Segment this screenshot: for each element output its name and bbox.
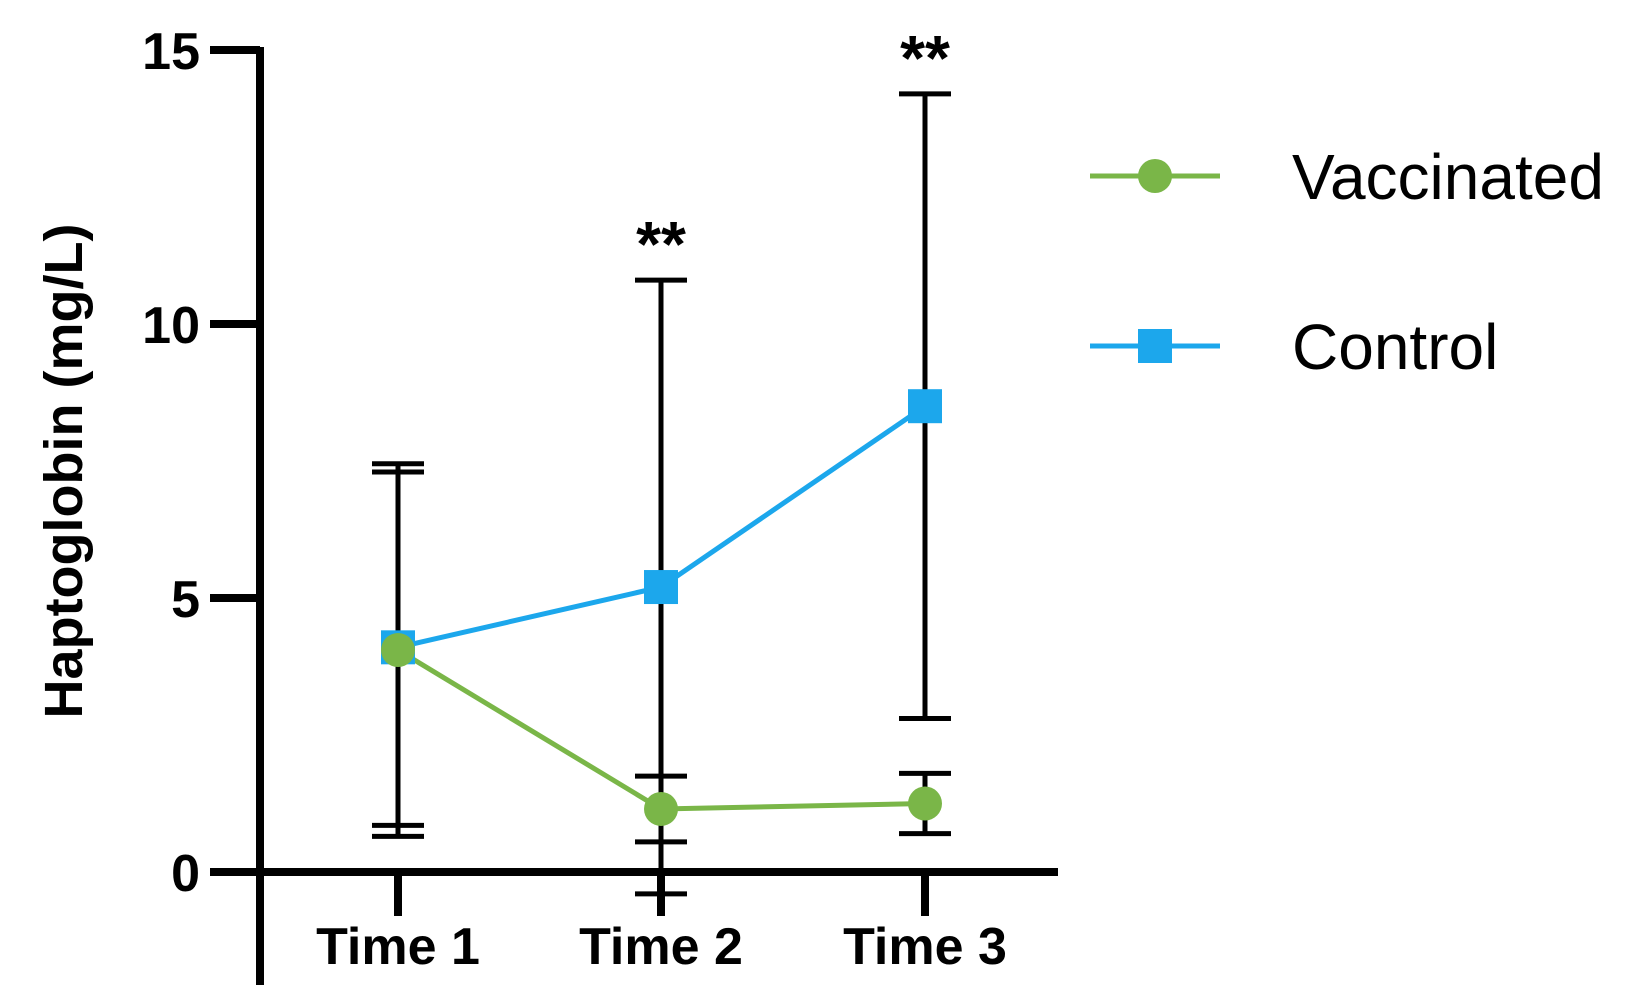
data-point-vaccinated <box>908 786 942 821</box>
significance-label: ** <box>636 208 686 280</box>
data-point-vaccinated <box>381 633 415 668</box>
x-tick-label: Time 1 <box>316 918 480 976</box>
y-axis-title: Haptoglobin (mg/L) <box>34 224 94 719</box>
x-tick-label: Time 2 <box>579 918 743 976</box>
legend-marker-control <box>1138 329 1172 363</box>
legend-marker-vaccinated <box>1138 159 1172 193</box>
legend-label-vaccinated: Vaccinated <box>1292 141 1604 213</box>
y-tick-label: 15 <box>142 23 200 81</box>
data-point-control <box>908 389 942 424</box>
y-tick-label: 5 <box>171 571 200 629</box>
data-point-vaccinated <box>644 791 678 826</box>
x-tick-label: Time 3 <box>843 918 1007 976</box>
y-tick-label: 0 <box>171 845 200 903</box>
legend: Vaccinated Control <box>1090 141 1604 383</box>
data-point-control <box>644 570 678 605</box>
legend-label-control: Control <box>1292 311 1498 383</box>
chart-labels: Haptoglobin (mg/L) ** ** <box>34 22 950 719</box>
y-tick-label: 10 <box>142 297 200 355</box>
series-markers <box>381 389 942 826</box>
axes: 0 5 10 15 Time 1 Time 2 Time 3 <box>142 23 1058 985</box>
significance-label: ** <box>900 22 950 94</box>
